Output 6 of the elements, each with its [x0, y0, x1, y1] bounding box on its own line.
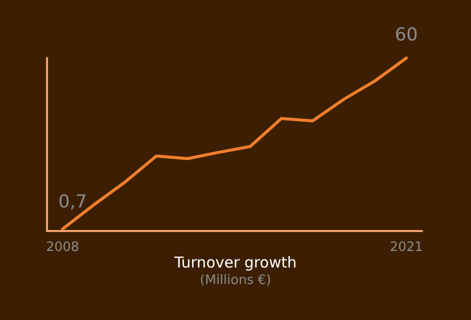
data-label: 0,7	[58, 191, 87, 212]
data-label: 60	[394, 24, 418, 46]
x-tick-label: 2008	[46, 240, 80, 255]
text: Turnover growth	[173, 254, 297, 272]
text: (Millions €)	[200, 273, 272, 288]
x-tick-label: 2021	[390, 240, 423, 255]
